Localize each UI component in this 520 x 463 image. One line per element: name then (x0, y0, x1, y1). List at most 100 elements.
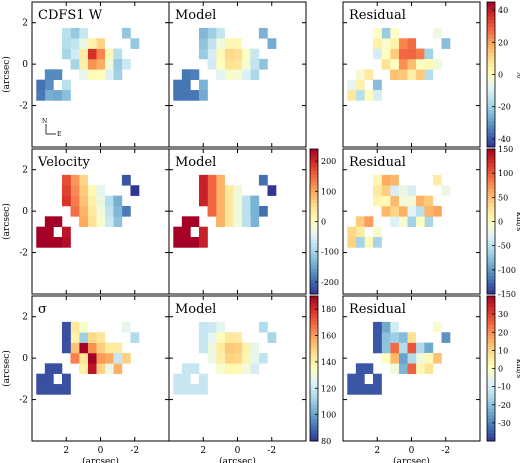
map-pixel (372, 237, 382, 248)
map-pixel (233, 352, 243, 364)
colorbar-segment (310, 268, 318, 273)
colorbars-layer: 40200-20-40%2001000-100-200150100500-50-… (309, 1, 520, 446)
map-pixel (224, 363, 234, 374)
colorbar-segment (310, 246, 318, 251)
map-pixel (44, 90, 54, 101)
colorbar-segment (310, 290, 318, 295)
map-pixel (390, 342, 399, 354)
map-pixel (347, 90, 357, 101)
colorbar-segment (310, 430, 318, 435)
y-axis-label: (arcsec) (1, 203, 12, 240)
map-pixel (96, 58, 106, 70)
colorbar-segment (487, 136, 495, 141)
map-pixel (241, 58, 251, 70)
colorbar-tick-label: 0 (321, 218, 326, 227)
map-pixel (113, 205, 123, 217)
colorbar-segment (487, 375, 495, 380)
map-pixel (424, 205, 434, 217)
map-pixel (381, 48, 391, 60)
map-pixel (355, 363, 365, 374)
map-pixel (130, 38, 140, 49)
colorbar-tick-label: 140 (321, 358, 336, 367)
colorbar-segment (310, 368, 318, 373)
panel-flux_res: Residual (342, 1, 481, 148)
map-pixel (233, 38, 243, 49)
map-pixel (216, 38, 225, 49)
colorbar-segment (487, 56, 495, 61)
map-pixel (198, 195, 208, 207)
map-pixel (258, 205, 268, 217)
colorbar-segment (310, 207, 318, 212)
map-pixel (198, 174, 208, 186)
map-pixel (198, 48, 208, 60)
map-pixel (355, 384, 365, 395)
colorbar-segment (310, 404, 318, 409)
panel-title: σ (38, 302, 47, 317)
map-pixel (364, 363, 374, 374)
colorbar-segment (487, 412, 495, 417)
colorbar-segment (310, 335, 318, 340)
map-pixel (216, 332, 225, 343)
colorbar-segment (487, 139, 495, 144)
colorbar-segment (487, 63, 495, 68)
map-pixel (104, 58, 114, 70)
colorbar-segment (310, 152, 318, 157)
map-pixel (121, 352, 131, 364)
colorbar-tick-label: 200 (321, 157, 336, 166)
colorbar-segment (310, 257, 318, 262)
map-pixel (207, 185, 217, 196)
map-pixel (96, 332, 106, 343)
colorbar-segment (487, 163, 495, 168)
colorbar-segment (487, 132, 495, 137)
map-pixel (198, 226, 208, 238)
map-pixel (250, 363, 260, 374)
map-pixel (190, 69, 200, 80)
colorbar-tick-label: -100 (498, 266, 516, 275)
map-pixel (381, 27, 391, 39)
map-pixel (190, 90, 200, 101)
map-pixel (432, 205, 442, 217)
map-pixel (216, 174, 225, 186)
colorbar-segment (310, 310, 318, 315)
colorbar-segment (487, 185, 495, 190)
colorbar-segment (487, 397, 495, 402)
colorbar-segment (487, 9, 495, 14)
map-pixel (415, 58, 425, 70)
colorbar-segment (487, 339, 495, 344)
colorbar-segment (310, 181, 318, 186)
colorbar-segment (310, 275, 318, 280)
map-pixel (36, 373, 46, 385)
colorbar-segment (487, 383, 495, 388)
y-axis-label: (arcsec) (1, 56, 12, 93)
map-pixel (70, 185, 80, 196)
colorbar-segment (487, 167, 495, 172)
map-pixel (258, 321, 268, 333)
map-pixel (216, 363, 225, 374)
map-pixel (104, 195, 114, 207)
x-tick-label: -2 (267, 446, 276, 456)
colorbar-segment (310, 217, 318, 222)
map-pixel (250, 216, 260, 227)
map-pixel (87, 363, 97, 374)
colorbar-segment (487, 250, 495, 255)
map-pixel (250, 205, 260, 217)
map-pixel (372, 332, 382, 343)
y-tick-label: 0 (22, 60, 28, 70)
colorbar-segment (487, 386, 495, 391)
map-pixel (424, 363, 434, 374)
map-pixel (407, 58, 417, 70)
colorbar-segment (487, 419, 495, 424)
map-pixel (364, 216, 374, 227)
colorbar-segment (310, 167, 318, 172)
colorbar-segment (487, 328, 495, 333)
colorbar-segment (487, 232, 495, 237)
map-pixel (381, 205, 391, 217)
colorbar-segment (487, 70, 495, 75)
colorbar-segment (310, 379, 318, 384)
map-pixel (381, 38, 391, 49)
colorbar-tick-label: -100 (321, 248, 339, 257)
colorbar-tick-label: -50 (498, 242, 511, 251)
colorbar-segment (487, 279, 495, 284)
map-pixel (44, 69, 54, 80)
map-pixel (79, 363, 88, 374)
